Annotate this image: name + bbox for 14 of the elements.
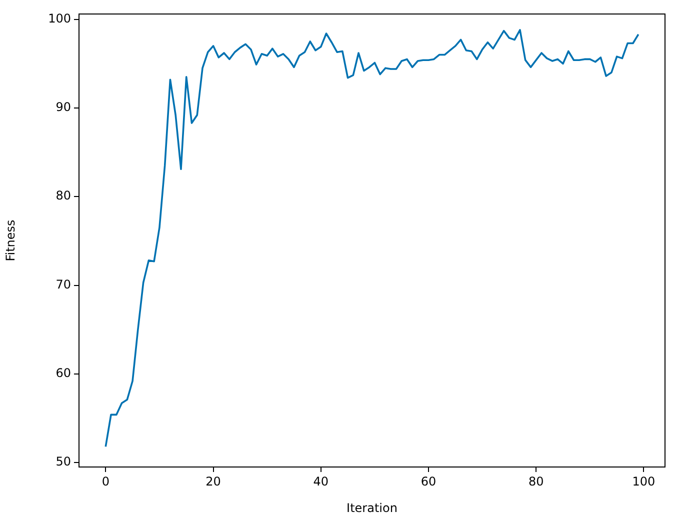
y-tick-label: 50 [56,454,71,469]
y-tick-label: 70 [56,277,71,292]
x-tick-label: 60 [420,474,436,488]
x-tick-label: 80 [528,474,544,488]
y-tick-label: 90 [56,100,71,114]
y-axis-title: Fitness [3,220,18,262]
x-tick-label: 100 [632,474,656,488]
y-tick-label: 80 [56,188,71,203]
y-tick-label: 60 [56,366,71,380]
y-tick-label: 100 [48,11,71,26]
x-tick-label: 20 [206,474,221,488]
x-axis-title: Iteration [346,500,398,515]
x-tick-label: 40 [313,474,329,488]
x-tick-label: 0 [102,474,110,488]
